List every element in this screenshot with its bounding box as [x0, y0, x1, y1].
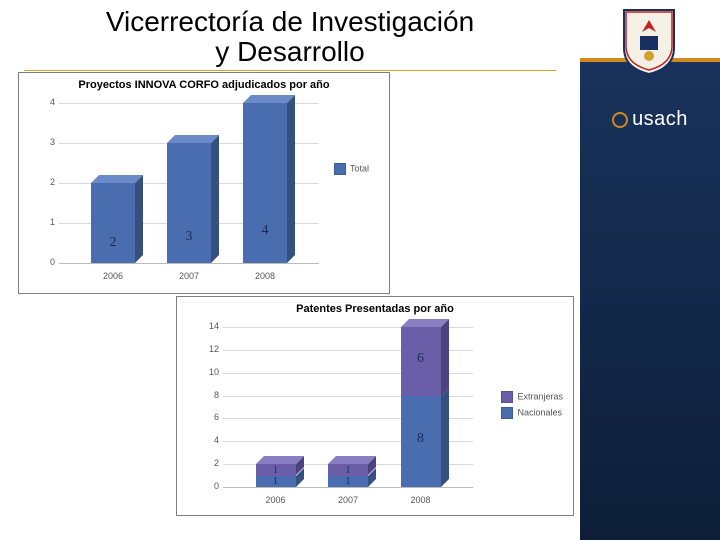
chart-innova: Proyectos INNOVA CORFO adjudicados por a…: [18, 72, 390, 294]
y-tick: 0: [203, 481, 219, 491]
legend-swatch: [501, 391, 513, 403]
y-tick: 8: [203, 390, 219, 400]
page-title-2: y Desarrollo: [0, 36, 580, 68]
x-tick: 2007: [157, 271, 221, 281]
bar: [243, 103, 287, 263]
seg-value: 1: [328, 476, 368, 487]
y-tick: 2: [39, 177, 55, 187]
axis-x: [59, 263, 319, 264]
bar-front: [167, 143, 211, 263]
y-tick: 6: [203, 412, 219, 422]
legend-swatch: [501, 407, 513, 419]
y-tick: 2: [203, 458, 219, 468]
bar-side: [441, 319, 449, 396]
bar-value: 3: [167, 229, 211, 245]
y-tick: 0: [39, 257, 55, 267]
bar-side: [287, 95, 295, 263]
bar: [167, 143, 211, 263]
legend-item: Extranjeras: [501, 391, 563, 403]
bar-top: [256, 456, 304, 464]
bar-side: [441, 388, 449, 487]
seg-value: 1: [256, 465, 296, 476]
x-tick: 2008: [391, 495, 451, 505]
bar-front: [243, 103, 287, 263]
axis-x: [223, 487, 473, 488]
y-tick: 12: [203, 344, 219, 354]
seg-value: 8: [401, 431, 441, 447]
brand-background: [580, 0, 720, 540]
bar-top: [328, 456, 376, 464]
legend-label: Nacionales: [517, 407, 562, 417]
chart2-plot: 02468101214112006112007862008: [223, 327, 473, 487]
brand-column: usach: [580, 0, 720, 540]
brand-name: usach: [632, 108, 688, 130]
page-title-1: Vicerrectoría de Investigación: [0, 6, 580, 38]
legend-label: Extranjeras: [517, 391, 563, 401]
chart1-title: Proyectos INNOVA CORFO adjudicados por a…: [19, 79, 389, 91]
main-area: Vicerrectoría de Investigación y Desarro…: [0, 0, 580, 540]
chart2-legend: Extranjeras Nacionales: [501, 387, 563, 423]
chart1-plot: 01234220063200742008: [59, 103, 319, 263]
y-tick: 3: [39, 137, 55, 147]
page: usach Vicerrectoría de Investigación y D…: [0, 0, 720, 540]
bar-top: [401, 319, 449, 327]
legend-swatch: [334, 163, 346, 175]
y-tick: 14: [203, 321, 219, 331]
bar-front: [91, 183, 135, 263]
brand-dot-icon: [612, 112, 628, 128]
bar-side: [135, 175, 143, 263]
x-tick: 2007: [318, 495, 378, 505]
x-tick: 2008: [233, 271, 297, 281]
title-rule: [24, 70, 556, 71]
chart1-legend: Total: [334, 163, 369, 175]
legend-label: Total: [350, 163, 369, 173]
y-tick: 1: [39, 217, 55, 227]
y-tick: 10: [203, 367, 219, 377]
brand-logo: usach: [580, 108, 720, 131]
seg-value: 1: [256, 476, 296, 487]
x-tick: 2006: [81, 271, 145, 281]
bar-value: 4: [243, 223, 287, 239]
seg-value: 1: [328, 465, 368, 476]
chart-patentes: Patentes Presentadas por año 0 2 4 6 8 10 12 14…: [176, 296, 574, 516]
y-tick: 4: [39, 97, 55, 107]
crest-icon: [620, 6, 678, 76]
seg-value: 6: [401, 351, 441, 367]
chart2-title: Patentes Presentadas por año: [177, 303, 573, 315]
x-tick: 2006: [246, 495, 306, 505]
bar: [91, 183, 135, 263]
bar-side: [211, 135, 219, 263]
bar-value: 2: [91, 235, 135, 251]
y-tick: 4: [203, 435, 219, 445]
legend-item: Nacionales: [501, 407, 563, 419]
